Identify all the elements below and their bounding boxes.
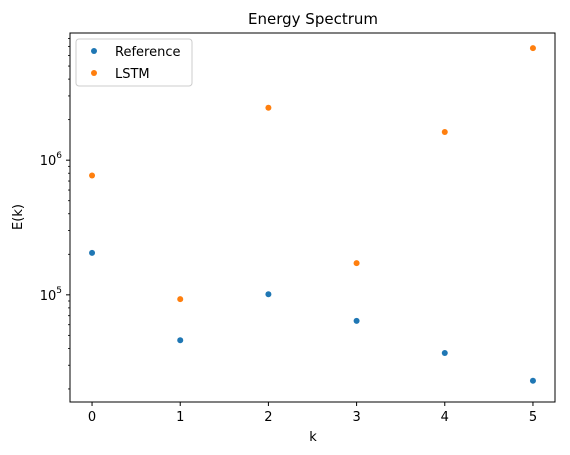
x-tick-label: 1 (176, 410, 184, 425)
x-tick-label: 3 (352, 410, 360, 425)
x-tick-label: 0 (88, 410, 96, 425)
data-point (353, 317, 360, 324)
data-point (89, 172, 96, 179)
data-point (265, 291, 272, 298)
data-point (265, 104, 272, 111)
data-point (353, 260, 360, 267)
y-tick-label-base: 10 (40, 154, 57, 169)
legend: Reference LSTM (75, 38, 193, 87)
data-point (441, 349, 448, 356)
legend-label: LSTM (115, 67, 150, 82)
data-point (441, 128, 448, 135)
x-tick-label: 2 (264, 410, 272, 425)
plot-area (89, 45, 536, 384)
legend-label: Reference (115, 45, 180, 60)
x-tick-label: 5 (529, 410, 537, 425)
y-tick-label-base: 10 (40, 289, 57, 304)
legend-box (75, 38, 193, 87)
data-point (89, 249, 96, 256)
series-reference (89, 249, 536, 384)
data-point (529, 377, 536, 384)
chart-title: Energy Spectrum (248, 10, 378, 28)
data-point (529, 45, 536, 52)
x-axis-label: k (309, 430, 317, 445)
x-tick-label: 4 (441, 410, 449, 425)
x-axis: 0 1 2 3 4 5 (88, 402, 537, 425)
y-tick-label-exponent: 5 (56, 286, 62, 296)
data-point (177, 337, 184, 344)
legend-marker (91, 48, 97, 54)
legend-marker (91, 70, 97, 76)
y-tick-label: 105 (40, 286, 62, 304)
series-lstm (89, 45, 536, 303)
y-tick-label-exponent: 6 (56, 151, 62, 161)
plot-frame (69, 32, 556, 403)
data-point (177, 296, 184, 303)
y-tick-label: 106 (40, 151, 63, 169)
y-axis-label: E(k) (11, 204, 26, 230)
